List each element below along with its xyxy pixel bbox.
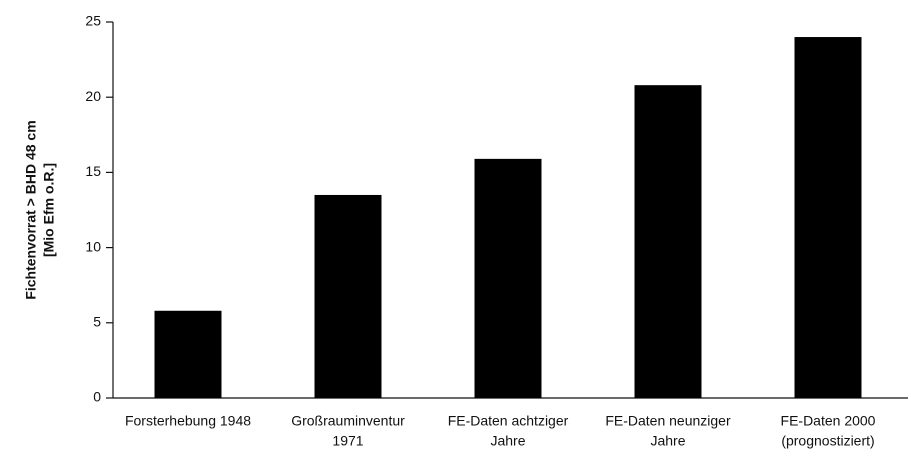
bar <box>154 310 222 398</box>
x-tick-label: FE-Daten neunziger <box>605 413 731 429</box>
y-tick-label: 15 <box>85 163 101 179</box>
x-tick-label: FE-Daten 2000 <box>781 413 876 429</box>
x-tick-label: Großrauminventur <box>291 413 405 429</box>
x-tick-label: Jahre <box>650 433 685 449</box>
y-tick-label: 10 <box>85 238 101 254</box>
x-tick-label: Jahre <box>490 433 525 449</box>
y-tick-label: 5 <box>93 314 101 330</box>
y-tick-label: 25 <box>85 13 101 29</box>
y-axis-label: Fichtenvorrat > BHD 48 cm <box>23 120 39 299</box>
x-tick-label: Forsterhebung 1948 <box>125 413 251 429</box>
y-tick-label: 0 <box>93 389 101 405</box>
x-tick-label: 1971 <box>332 433 363 449</box>
bar <box>314 194 382 398</box>
x-tick-label: FE-Daten achtziger <box>448 413 569 429</box>
bar <box>474 158 542 398</box>
bar <box>794 37 862 398</box>
y-tick-label: 20 <box>85 88 101 104</box>
y-axis-label: [Mio Efm o.R.] <box>41 163 57 257</box>
bar <box>634 85 702 398</box>
x-tick-label: (prognostiziert) <box>781 433 874 449</box>
